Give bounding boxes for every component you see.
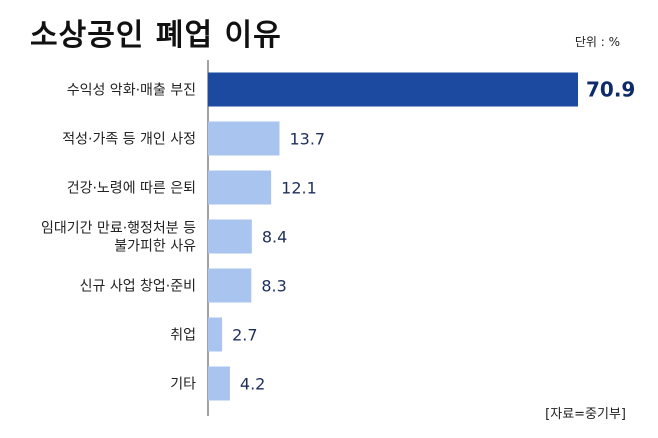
bar-6 <box>208 366 230 401</box>
value-label-4: 8.3 <box>261 277 286 296</box>
unit-label: 단위 : % <box>574 35 620 49</box>
chart-title: 소상공인 폐업 이유 <box>30 18 282 53</box>
bar-1 <box>208 121 280 156</box>
category-label-6: 기타 <box>170 377 196 393</box>
category-label-2: 건강·노령에 따른 은퇴 <box>67 181 196 197</box>
bar-5 <box>208 317 223 352</box>
value-label-6: 4.2 <box>240 375 265 394</box>
category-label-0: 수익성 악화·매출 부진 <box>67 83 196 99</box>
value-label-0: 70.9 <box>586 78 635 102</box>
bar-2 <box>208 170 272 205</box>
category-label-1: 적성·가족 등 개인 사정 <box>62 132 196 148</box>
category-label-4: 신규 사업 창업·준비 <box>80 279 196 295</box>
value-label-3: 8.4 <box>262 228 287 247</box>
bar-3 <box>208 219 252 254</box>
value-label-1: 13.7 <box>289 130 325 149</box>
value-label-2: 12.1 <box>281 179 317 198</box>
category-label-3: 임대기간 만료·행정처분 등 불가피한 사유 <box>41 221 196 255</box>
bar-4 <box>208 268 252 303</box>
source-label: [자료=중기부] <box>545 407 626 422</box>
bar-0 <box>208 72 578 107</box>
category-label-5: 취업 <box>170 328 196 344</box>
value-label-5: 2.7 <box>232 326 257 345</box>
